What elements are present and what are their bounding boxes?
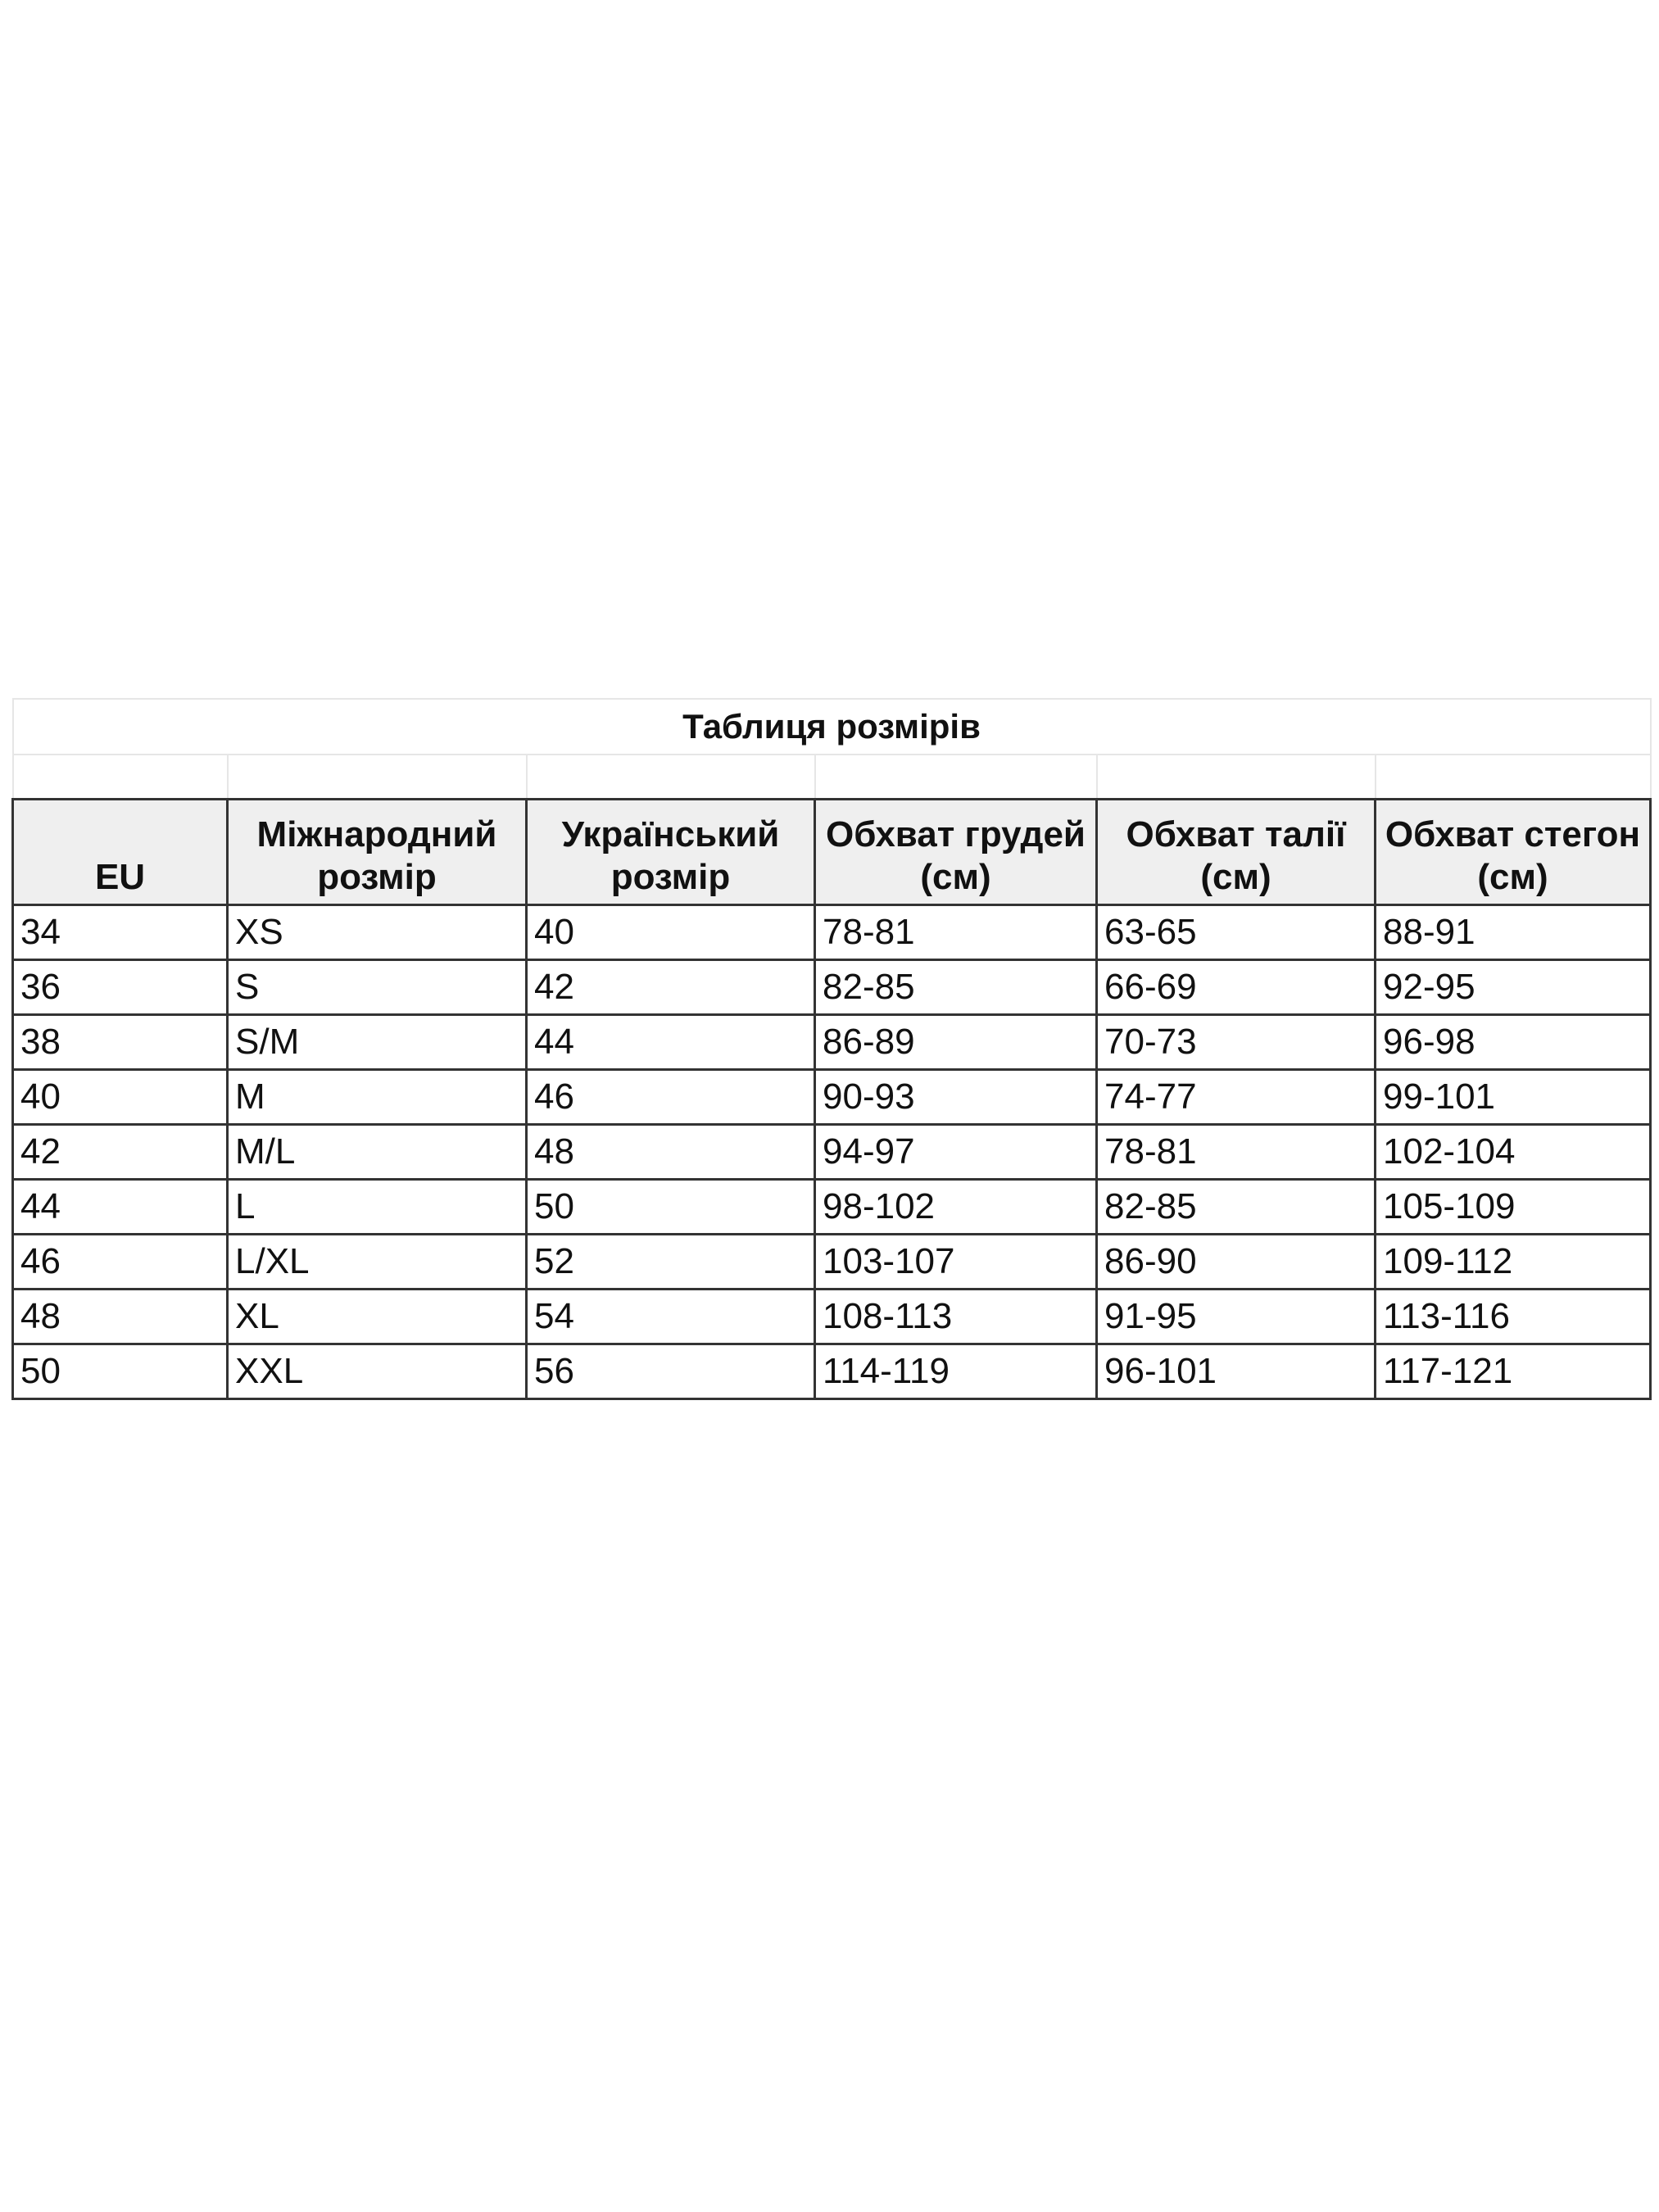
table-cell: 52 [525,1233,816,1290]
table-cell: 38 [11,1013,229,1071]
table-row: 34 XS 40 78-81 63-65 88-91 [11,904,1652,961]
table-cell: 44 [11,1178,229,1235]
table-cell: 102-104 [1374,1123,1652,1181]
table-row: 36 S 42 82-85 66-69 92-95 [11,959,1652,1016]
table-cell: 90-93 [814,1068,1098,1126]
table-title: Таблиця розмірів [11,698,1652,755]
table-cell: 34 [11,904,229,961]
table-cell: 78-81 [1095,1123,1376,1181]
table-cell: L [226,1178,528,1235]
table-cell: 86-89 [814,1013,1098,1071]
table-cell: 114-119 [814,1343,1098,1400]
table-cell: 48 [11,1288,229,1345]
table-cell: 54 [525,1288,816,1345]
table-cell: 40 [11,1068,229,1126]
table-cell: 96-101 [1095,1343,1376,1400]
table-row: 50 XXL 56 114-119 96-101 117-121 [11,1343,1652,1400]
blank-cell [226,754,528,800]
header-chest: Обхват грудей (см) [814,798,1098,906]
table-cell: 108-113 [814,1288,1098,1345]
size-table: Таблиця розмірів EU Міжнародний розмір У… [11,698,1652,1400]
table-row: 42 M/L 48 94-97 78-81 102-104 [11,1123,1652,1181]
table-cell: 74-77 [1095,1068,1376,1126]
blank-cell [525,754,816,800]
table-cell: 103-107 [814,1233,1098,1290]
size-chart: Таблиця розмірів EU Міжнародний розмір У… [11,698,1652,1400]
table-cell: 42 [11,1123,229,1181]
header-waist: Обхват талії (см) [1095,798,1376,906]
header-hips: Обхват стегон (см) [1374,798,1652,906]
table-cell: S/M [226,1013,528,1071]
table-cell: XL [226,1288,528,1345]
blank-cell [1095,754,1376,800]
blank-cell [1374,754,1652,800]
table-cell: S [226,959,528,1016]
table-cell: 94-97 [814,1123,1098,1181]
table-cell: XS [226,904,528,961]
table-cell: 40 [525,904,816,961]
table-cell: 92-95 [1374,959,1652,1016]
table-cell: 98-102 [814,1178,1098,1235]
table-cell: L/XL [226,1233,528,1290]
table-cell: 48 [525,1123,816,1181]
blank-cell [814,754,1098,800]
table-cell: 44 [525,1013,816,1071]
table-row: 40 M 46 90-93 74-77 99-101 [11,1068,1652,1126]
blank-cell [11,754,229,800]
header-ukrainian: Український розмір [525,798,816,906]
table-cell: 88-91 [1374,904,1652,961]
table-row: 38 S/M 44 86-89 70-73 96-98 [11,1013,1652,1071]
table-cell: 42 [525,959,816,1016]
table-cell: 109-112 [1374,1233,1652,1290]
table-cell: 105-109 [1374,1178,1652,1235]
header-eu: EU [11,798,229,906]
table-cell: 82-85 [814,959,1098,1016]
table-cell: 63-65 [1095,904,1376,961]
table-cell: 50 [11,1343,229,1400]
table-cell: 82-85 [1095,1178,1376,1235]
table-cell: 66-69 [1095,959,1376,1016]
header-international: Міжнародний розмір [226,798,528,906]
table-row: 48 XL 54 108-113 91-95 113-116 [11,1288,1652,1345]
table-cell: 113-116 [1374,1288,1652,1345]
table-cell: 46 [525,1068,816,1126]
table-cell: 70-73 [1095,1013,1376,1071]
table-cell: 117-121 [1374,1343,1652,1400]
table-cell: 99-101 [1374,1068,1652,1126]
title-row: Таблиця розмірів [11,698,1652,755]
blank-row [11,754,1652,800]
table-cell: M [226,1068,528,1126]
header-row: EU Міжнародний розмір Український розмір… [11,798,1652,906]
table-cell: 78-81 [814,904,1098,961]
table-cell: M/L [226,1123,528,1181]
table-cell: 96-98 [1374,1013,1652,1071]
table-cell: 36 [11,959,229,1016]
table-cell: 46 [11,1233,229,1290]
table-row: 46 L/XL 52 103-107 86-90 109-112 [11,1233,1652,1290]
table-row: 44 L 50 98-102 82-85 105-109 [11,1178,1652,1235]
table-cell: 86-90 [1095,1233,1376,1290]
table-cell: 56 [525,1343,816,1400]
table-cell: 91-95 [1095,1288,1376,1345]
table-cell: 50 [525,1178,816,1235]
table-cell: XXL [226,1343,528,1400]
